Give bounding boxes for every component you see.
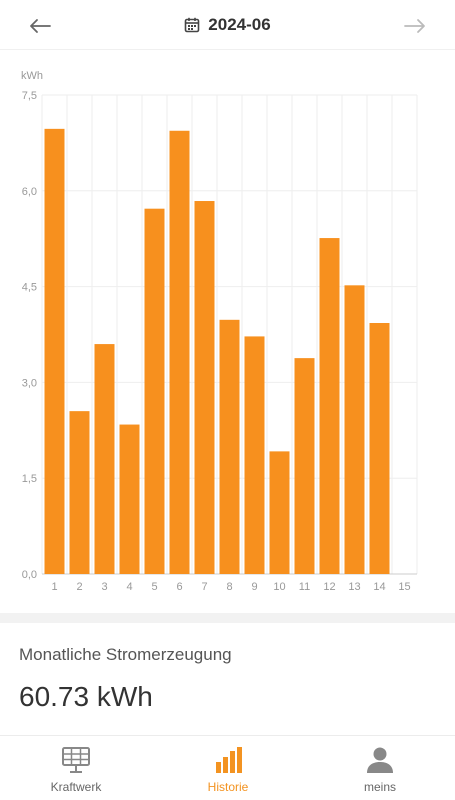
- x-tick-label: 6: [176, 581, 182, 593]
- y-tick-label: 4,5: [22, 282, 37, 294]
- tab-label: Kraftwerk: [50, 780, 102, 794]
- bar-day-5: [144, 208, 165, 574]
- bar-day-3: [94, 344, 115, 574]
- x-tick-label: 9: [251, 581, 257, 593]
- x-tick-label: 7: [201, 581, 207, 593]
- x-tick-label: 1: [51, 581, 57, 593]
- summary-value: 60.73 kWh: [19, 681, 153, 712]
- y-tick-label: 7,5: [22, 90, 37, 102]
- arrow-right-icon: [404, 19, 425, 33]
- bar-day-13: [344, 285, 365, 574]
- bar-day-12: [319, 238, 340, 574]
- bottom-tab-bar: Kraftwerk Historie meins: [0, 735, 455, 800]
- x-tick-label: 5: [151, 581, 157, 593]
- x-tick-label: 12: [323, 581, 335, 593]
- x-tick-label: 8: [226, 581, 232, 593]
- next-month-button[interactable]: [401, 12, 429, 40]
- bar-day-4: [119, 424, 140, 574]
- x-tick-label: 15: [398, 581, 410, 593]
- y-axis-unit-label: kWh: [21, 70, 43, 82]
- x-tick-label: 4: [126, 581, 132, 593]
- arrow-left-icon: [30, 19, 51, 33]
- tab-label: meins: [363, 780, 396, 794]
- month-selector[interactable]: 2024-06: [184, 14, 271, 35]
- user-icon: [367, 747, 393, 773]
- section-divider: [0, 613, 455, 623]
- y-tick-label: 6,0: [22, 186, 37, 198]
- bar-day-9: [244, 336, 265, 574]
- tab-meins[interactable]: meins: [330, 746, 430, 798]
- monthly-summary: Monatliche Stromerzeugung 60.73 kWh: [19, 645, 232, 713]
- month-label: 2024-06: [208, 14, 271, 34]
- x-tick-label: 14: [373, 581, 385, 593]
- x-tick-label: 11: [299, 581, 310, 593]
- tab-label: Historie: [207, 780, 249, 794]
- x-tick-label: 2: [76, 581, 82, 593]
- y-tick-label: 1,5: [22, 473, 37, 485]
- x-tick-label: 10: [273, 581, 285, 593]
- solar-panel-icon: [62, 747, 90, 773]
- bar-day-14: [369, 323, 390, 574]
- x-tick-label: 13: [348, 581, 360, 593]
- calendar-icon: [184, 17, 200, 32]
- tab-historie[interactable]: Historie: [178, 746, 278, 798]
- bar-day-10: [269, 451, 290, 574]
- bar-day-2: [69, 411, 90, 574]
- y-tick-label: 3,0: [22, 377, 37, 389]
- bar-day-1: [44, 128, 65, 574]
- bar-chart-icon: [216, 747, 242, 773]
- bar-day-6: [169, 130, 190, 575]
- top-bar: 2024-06: [0, 0, 455, 50]
- y-tick-label: 0,0: [22, 569, 37, 581]
- tab-kraftwerk[interactable]: Kraftwerk: [26, 746, 126, 798]
- x-tick-label: 3: [101, 581, 107, 593]
- bar-day-11: [294, 358, 315, 574]
- previous-month-button[interactable]: [26, 12, 54, 40]
- summary-label: Monatliche Stromerzeugung: [19, 645, 232, 664]
- bar-day-7: [194, 201, 215, 574]
- bar-day-8: [219, 319, 240, 574]
- daily-energy-chart: kWh 0,0 1,5 3,0 4,5 6,0 7,5 1 2 3 4 5 6 7 8 9 10 11 12 13 14…: [0, 55, 455, 605]
